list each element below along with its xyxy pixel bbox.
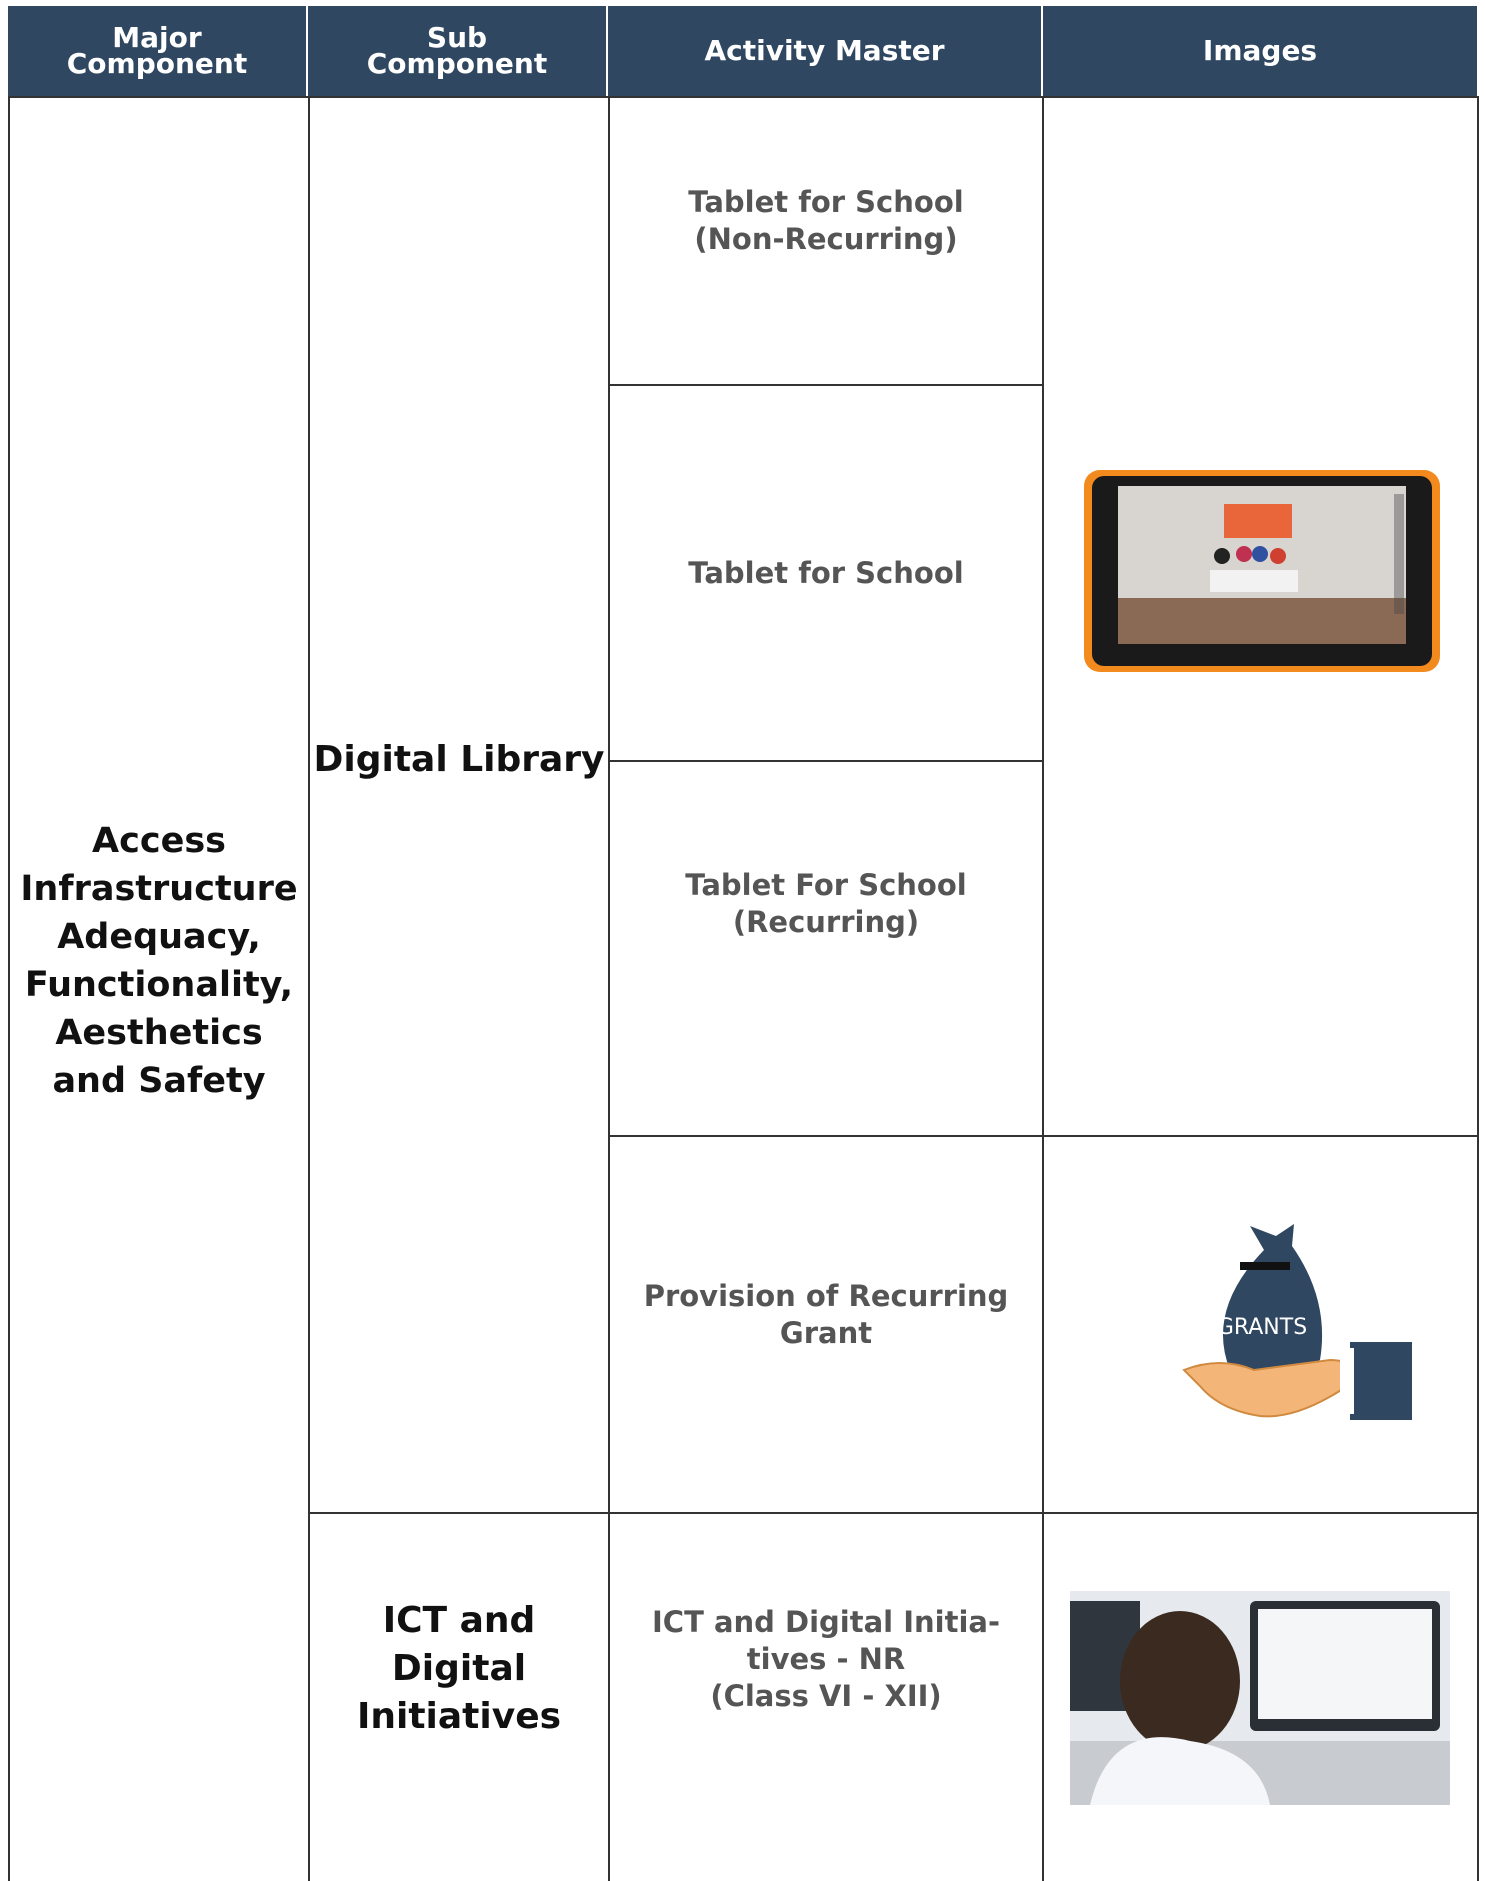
header-cell: Images bbox=[1043, 6, 1477, 96]
header-cell: Sub Component bbox=[308, 6, 606, 96]
tablet-image bbox=[1084, 470, 1440, 672]
activity: Tablet for School (Non-Recurring) bbox=[608, 96, 1044, 386]
activity: Provision of Recurring Grant bbox=[608, 1135, 1044, 1514]
header-cell: Major Component bbox=[8, 6, 306, 96]
header-cell: Activity Master bbox=[608, 6, 1041, 96]
activity: Tablet For School (Recurring) bbox=[608, 760, 1044, 1137]
ict-image bbox=[1070, 1591, 1450, 1805]
sub-component: ICT and Digital Initiatives bbox=[308, 1512, 610, 1881]
sub-component: Digital Library bbox=[308, 96, 610, 1514]
image-cell bbox=[1042, 1512, 1479, 1881]
major-component: Access Infrastructure Adequacy, Function… bbox=[8, 96, 310, 1881]
grants-image: GRANTS bbox=[1182, 1224, 1412, 1420]
grants-label: GRANTS bbox=[1217, 1315, 1307, 1340]
activity: ICT and Digital Initia- tives - NR (Clas… bbox=[608, 1512, 1044, 1881]
activity: Tablet for School bbox=[608, 384, 1044, 762]
